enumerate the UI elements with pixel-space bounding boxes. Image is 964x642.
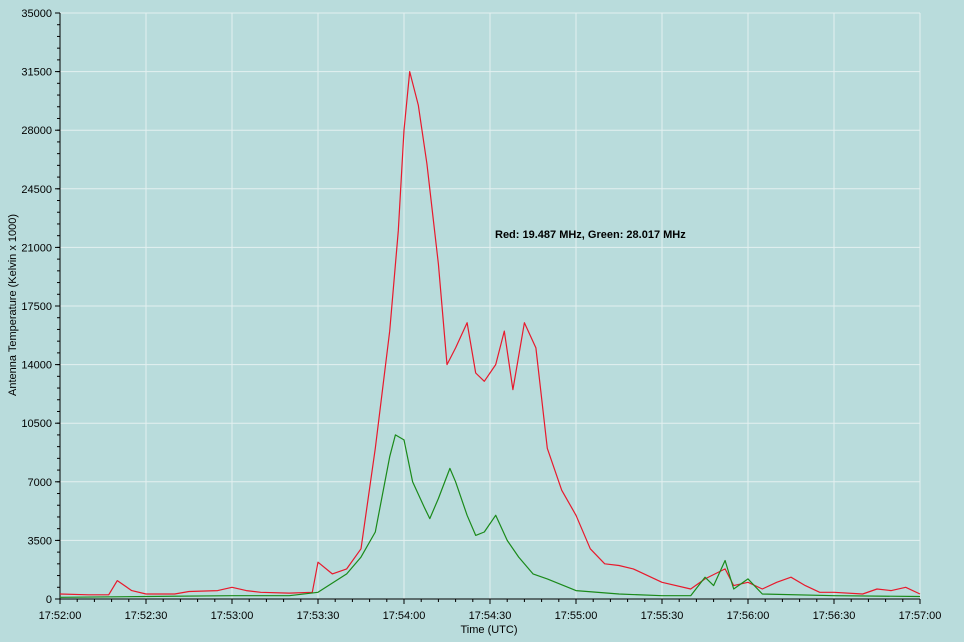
x-tick-label: 17:55:30: [641, 610, 684, 622]
y-tick-label: 7000: [28, 477, 52, 489]
y-tick-label: 3500: [28, 535, 52, 547]
y-tick-label: 35000: [21, 8, 52, 20]
x-tick-label: 17:54:30: [469, 610, 512, 622]
x-tick-label: 17:56:30: [813, 610, 856, 622]
axes: [55, 12, 921, 604]
x-axis-title: Time (UTC): [460, 624, 517, 636]
x-tick-label: 17:53:30: [297, 610, 340, 622]
y-tick-label: 14000: [21, 360, 52, 372]
tick-labels: 0 3500 7000 10500 14000 17500 21000 24500 28000 3…: [21, 8, 941, 622]
x-tick-label: 17:53:00: [211, 610, 254, 622]
x-tick-label: 17:56:00: [727, 610, 770, 622]
x-tick-label: 17:52:00: [39, 610, 82, 622]
y-axis-title: Antenna Temperature (Kelvin x 1000): [7, 214, 19, 396]
series-line-green: [59, 434, 921, 598]
x-tick-label: 17:57:00: [899, 610, 942, 622]
y-tick-label: 0: [46, 594, 52, 606]
series-annotation: Red: 19.487 MHz, Green: 28.017 MHz: [495, 229, 686, 241]
x-tick-label: 17:52:30: [125, 610, 168, 622]
series-layer: [59, 70, 921, 598]
x-tick-label: 17:54:00: [383, 610, 426, 622]
y-tick-label: 24500: [21, 184, 52, 196]
y-tick-label: 28000: [21, 125, 52, 137]
y-tick-label: 21000: [21, 242, 52, 254]
series-line-red: [59, 70, 921, 596]
x-tick-label: 17:55:00: [555, 610, 598, 622]
y-tick-label: 31500: [21, 67, 52, 79]
y-tick-label: 10500: [21, 418, 52, 430]
y-tick-label: 17500: [21, 301, 52, 313]
